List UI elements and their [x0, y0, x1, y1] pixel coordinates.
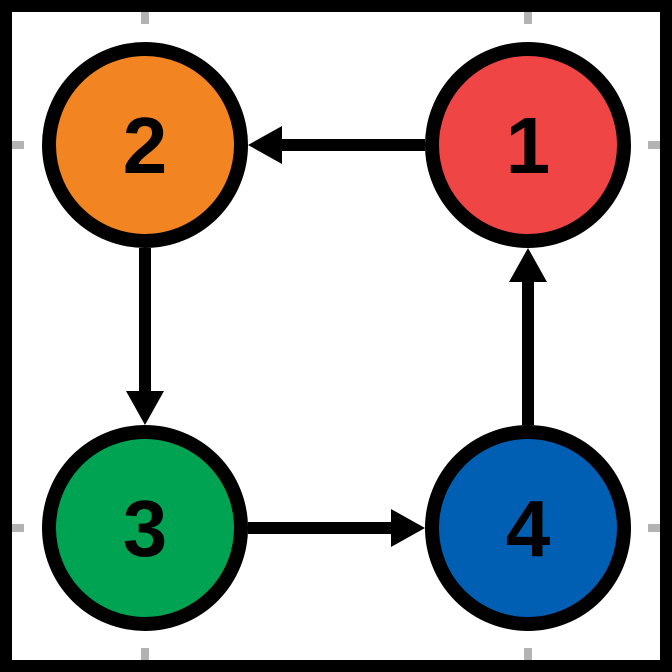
edge-1-to-2 [248, 126, 425, 164]
edge-2-to-3 [126, 248, 164, 425]
node-3-label: 3 [123, 484, 168, 573]
edge-3-to-4 [248, 509, 425, 547]
node-4-circle [425, 425, 631, 631]
node-3: 3 [42, 425, 248, 631]
node-4-label: 4 [506, 484, 551, 573]
node-1: 1 [425, 42, 631, 248]
node-2: 2 [42, 42, 248, 248]
arrowhead [248, 126, 282, 164]
node-2-label: 2 [123, 101, 168, 190]
node-1-label: 1 [506, 101, 551, 190]
arrowhead [126, 391, 164, 425]
edges-layer [126, 126, 547, 547]
node-3-circle [42, 425, 248, 631]
node-1-circle [425, 42, 631, 248]
arrowhead [509, 248, 547, 282]
node-4: 4 [425, 425, 631, 631]
edge-4-to-1 [509, 248, 547, 425]
node-2-circle [42, 42, 248, 248]
nodes-layer: 1 2 3 4 [42, 42, 631, 631]
arrowhead [391, 509, 425, 547]
frame-ticks [12, 12, 660, 660]
